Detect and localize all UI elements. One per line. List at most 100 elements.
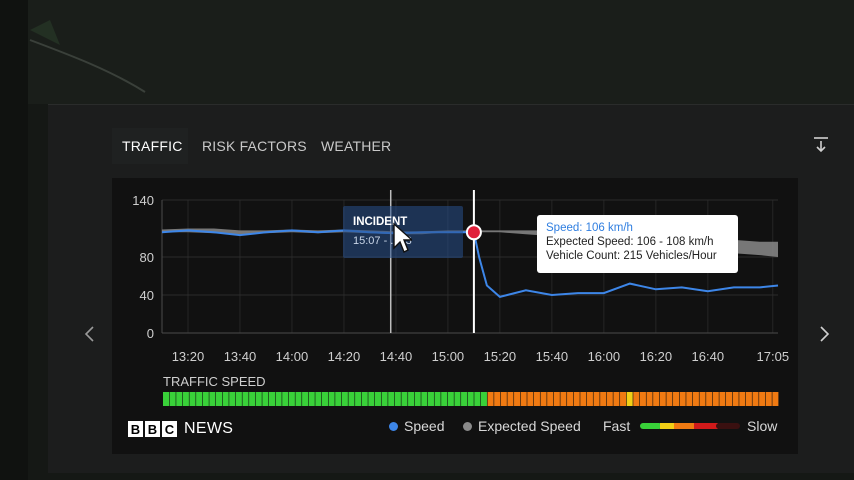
tooltip-expected-speed: Expected Speed: 106 - 108 km/h bbox=[546, 236, 714, 248]
tab-weather[interactable]: WEATHER bbox=[321, 138, 392, 154]
legend-expected-dot bbox=[463, 421, 472, 431]
x-tick-label: 17:05 bbox=[757, 349, 790, 364]
speed-bar-block bbox=[374, 392, 381, 406]
legend-speed: Speed bbox=[389, 418, 444, 434]
speed-bar-block bbox=[229, 392, 236, 406]
x-tick-label: 16:40 bbox=[692, 349, 725, 364]
speed-bar-block bbox=[268, 392, 276, 406]
speed-bar-block bbox=[222, 392, 229, 406]
speed-bar-block bbox=[282, 392, 289, 406]
data-tooltip: Speed: 106 km/h Expected Speed: 106 - 10… bbox=[537, 215, 738, 273]
speed-bar-block bbox=[163, 392, 170, 406]
speed-bar-block bbox=[447, 392, 454, 406]
speed-bar-block bbox=[699, 392, 706, 406]
speed-bar-block bbox=[295, 392, 302, 406]
speed-bar-block bbox=[586, 392, 593, 406]
speed-bar-block bbox=[679, 392, 686, 406]
speed-bar-block bbox=[348, 392, 355, 406]
speed-bar-block bbox=[540, 392, 547, 406]
fast-slow-scale bbox=[640, 423, 740, 429]
x-tick-label: 15:20 bbox=[484, 349, 517, 364]
x-tick-label: 13:20 bbox=[172, 349, 205, 364]
speed-bar-block bbox=[335, 392, 342, 406]
speed-bar-block bbox=[308, 392, 315, 406]
speed-bar-block bbox=[745, 392, 752, 406]
speed-bar-block bbox=[759, 392, 766, 406]
chevron-right-icon[interactable] bbox=[814, 322, 834, 346]
download-icon[interactable] bbox=[810, 134, 832, 156]
speed-bar-block bbox=[454, 392, 461, 406]
speed-bar-block bbox=[368, 392, 375, 406]
legend-slow: Slow bbox=[747, 418, 777, 434]
speed-bar-block bbox=[182, 392, 189, 406]
y-tick-label: 140 bbox=[132, 193, 154, 208]
speed-bar-block bbox=[706, 392, 713, 406]
speed-bar-block bbox=[626, 392, 633, 406]
speed-bar-block bbox=[355, 392, 362, 406]
speed-bar-block bbox=[653, 392, 660, 406]
speed-bar-block bbox=[567, 392, 574, 406]
speed-bar-block bbox=[553, 392, 560, 406]
tooltip-speed: Speed: 106 km/h bbox=[546, 222, 633, 234]
speed-bar-block bbox=[514, 392, 521, 406]
speed-bar-block bbox=[441, 392, 448, 406]
speed-bar-block bbox=[434, 392, 441, 406]
tab-traffic[interactable]: TRAFFIC bbox=[122, 138, 183, 154]
speed-bar-block bbox=[765, 392, 772, 406]
speed-bar-block bbox=[288, 392, 295, 406]
speed-bar-block bbox=[189, 392, 196, 406]
y-tick-label: 0 bbox=[147, 326, 154, 341]
speed-bar-block bbox=[620, 392, 627, 406]
speed-bar-block bbox=[666, 392, 673, 406]
speed-bar-block bbox=[421, 392, 428, 406]
tooltip-vehicle-count: Vehicle Count: 215 Vehicles/Hour bbox=[546, 250, 717, 262]
speed-bar-block bbox=[739, 392, 746, 406]
speed-bar-block bbox=[361, 392, 368, 406]
legend-expected-label: Expected Speed bbox=[478, 418, 581, 434]
speed-bar-block bbox=[500, 392, 507, 406]
speed-bar-block bbox=[328, 392, 335, 406]
speed-bar-block bbox=[321, 392, 328, 406]
speed-bar-block bbox=[533, 392, 540, 406]
speed-bar-block bbox=[461, 392, 468, 406]
speed-bar-block bbox=[686, 392, 693, 406]
speed-bar-block bbox=[202, 392, 209, 406]
speed-bar-block bbox=[726, 392, 733, 406]
speed-bar-block bbox=[547, 392, 554, 406]
x-tick-label: 14:20 bbox=[328, 349, 361, 364]
mouse-pointer-icon bbox=[393, 222, 412, 253]
speed-bar-block bbox=[606, 392, 613, 406]
speed-bar-block bbox=[673, 392, 680, 406]
speed-bar-block bbox=[580, 392, 587, 406]
speed-bar-block bbox=[169, 392, 176, 406]
speed-bar-block bbox=[633, 392, 640, 406]
speed-bar-block bbox=[401, 392, 408, 406]
speed-bar-block bbox=[394, 392, 401, 406]
speed-bar-block bbox=[275, 392, 282, 406]
speed-bar-block bbox=[302, 392, 309, 406]
bbc-letter: B bbox=[145, 421, 160, 437]
traffic-speed-bar bbox=[163, 392, 779, 406]
speed-bar-block bbox=[732, 392, 739, 406]
speed-bar-block bbox=[215, 392, 223, 406]
chevron-left-icon[interactable] bbox=[80, 322, 100, 346]
x-tick-label: 13:40 bbox=[224, 349, 257, 364]
speed-bar-block bbox=[480, 392, 487, 406]
speed-bar-block bbox=[467, 392, 474, 406]
speed-bar-block bbox=[527, 392, 534, 406]
speed-bar-block bbox=[381, 392, 388, 406]
speed-bar-block bbox=[593, 392, 600, 406]
speed-bar-block bbox=[262, 392, 269, 406]
speed-bar-block bbox=[520, 392, 527, 406]
speed-bar-block bbox=[242, 392, 249, 406]
tab-risk-factors[interactable]: RISK FACTORS bbox=[202, 138, 307, 154]
current-value-marker bbox=[465, 224, 482, 241]
bbc-letter: B bbox=[128, 421, 143, 437]
legend-fast: Fast bbox=[603, 418, 630, 434]
speed-bar-block bbox=[315, 392, 322, 406]
x-tick-label: 15:40 bbox=[536, 349, 569, 364]
speed-bar-block bbox=[507, 392, 514, 406]
speed-bar-block bbox=[176, 392, 183, 406]
speed-bar-block bbox=[613, 392, 620, 406]
x-tick-label: 14:40 bbox=[380, 349, 413, 364]
